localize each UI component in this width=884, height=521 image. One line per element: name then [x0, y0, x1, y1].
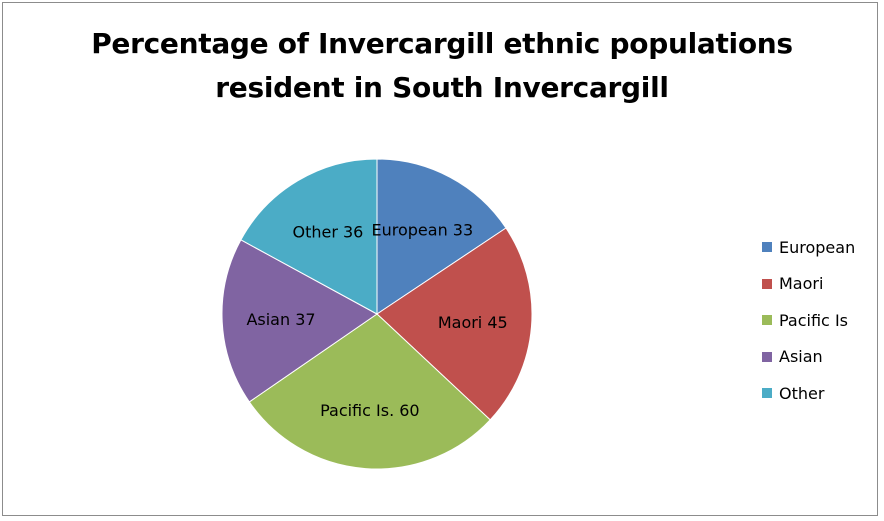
chart-title: Percentage of Invercargill ethnic popula… [0, 22, 884, 110]
slice-label-maori: Maori 45 [438, 313, 508, 332]
legend-item-pacific-is: Pacific Is [762, 302, 855, 339]
slice-label-asian: Asian 37 [246, 310, 315, 329]
legend-item-maori: Maori [762, 266, 855, 303]
legend-label: Asian [779, 347, 823, 367]
legend-swatch [762, 388, 772, 399]
legend-swatch [762, 351, 772, 362]
legend-item-other: Other [762, 375, 855, 412]
legend: European Maori Pacific Is Asian Other [762, 229, 855, 412]
slice-label-pacific-is: Pacific Is. 60 [320, 401, 420, 420]
legend-label: Other [779, 383, 825, 403]
slice-label-other: Other 36 [292, 222, 363, 241]
legend-swatch [762, 315, 772, 326]
legend-label: Maori [779, 274, 824, 294]
pie-slice-asian [221, 239, 378, 403]
pie-slice-european [376, 158, 507, 315]
legend-item-european: European [762, 229, 855, 266]
slice-label-european: European 33 [372, 220, 474, 239]
chart-title-line-1: Percentage of Invercargill ethnic popula… [91, 27, 793, 60]
chart-title-line-2: resident in South Invercargill [215, 71, 669, 104]
legend-label: European [779, 237, 856, 257]
legend-swatch [762, 278, 772, 289]
pie-slice-pacific-is [248, 313, 491, 470]
legend-swatch [762, 242, 772, 253]
legend-label: Pacific Is [779, 310, 848, 330]
legend-item-asian: Asian [762, 339, 855, 376]
pie-slice-other [240, 158, 378, 315]
pie-slice-maori [376, 227, 533, 421]
